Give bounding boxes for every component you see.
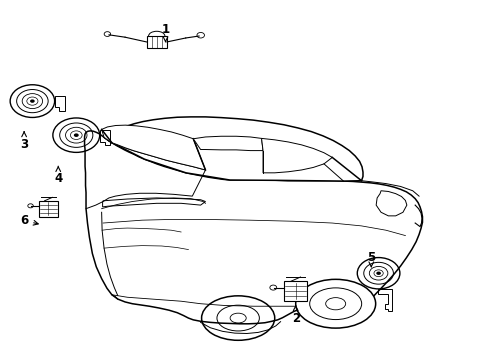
Text: 6: 6 bbox=[20, 214, 38, 227]
Ellipse shape bbox=[295, 279, 375, 328]
FancyBboxPatch shape bbox=[284, 281, 307, 301]
FancyBboxPatch shape bbox=[146, 36, 166, 48]
Circle shape bbox=[375, 271, 380, 275]
Text: 4: 4 bbox=[54, 166, 62, 185]
Text: 5: 5 bbox=[366, 251, 375, 267]
Polygon shape bbox=[193, 136, 263, 150]
Polygon shape bbox=[84, 131, 422, 324]
Text: 2: 2 bbox=[291, 306, 299, 325]
Polygon shape bbox=[102, 125, 205, 170]
Circle shape bbox=[30, 99, 35, 103]
FancyBboxPatch shape bbox=[39, 201, 58, 217]
Polygon shape bbox=[261, 138, 331, 173]
Text: 3: 3 bbox=[20, 132, 28, 150]
Polygon shape bbox=[104, 117, 362, 181]
Circle shape bbox=[74, 134, 79, 137]
Text: 1: 1 bbox=[161, 23, 169, 42]
